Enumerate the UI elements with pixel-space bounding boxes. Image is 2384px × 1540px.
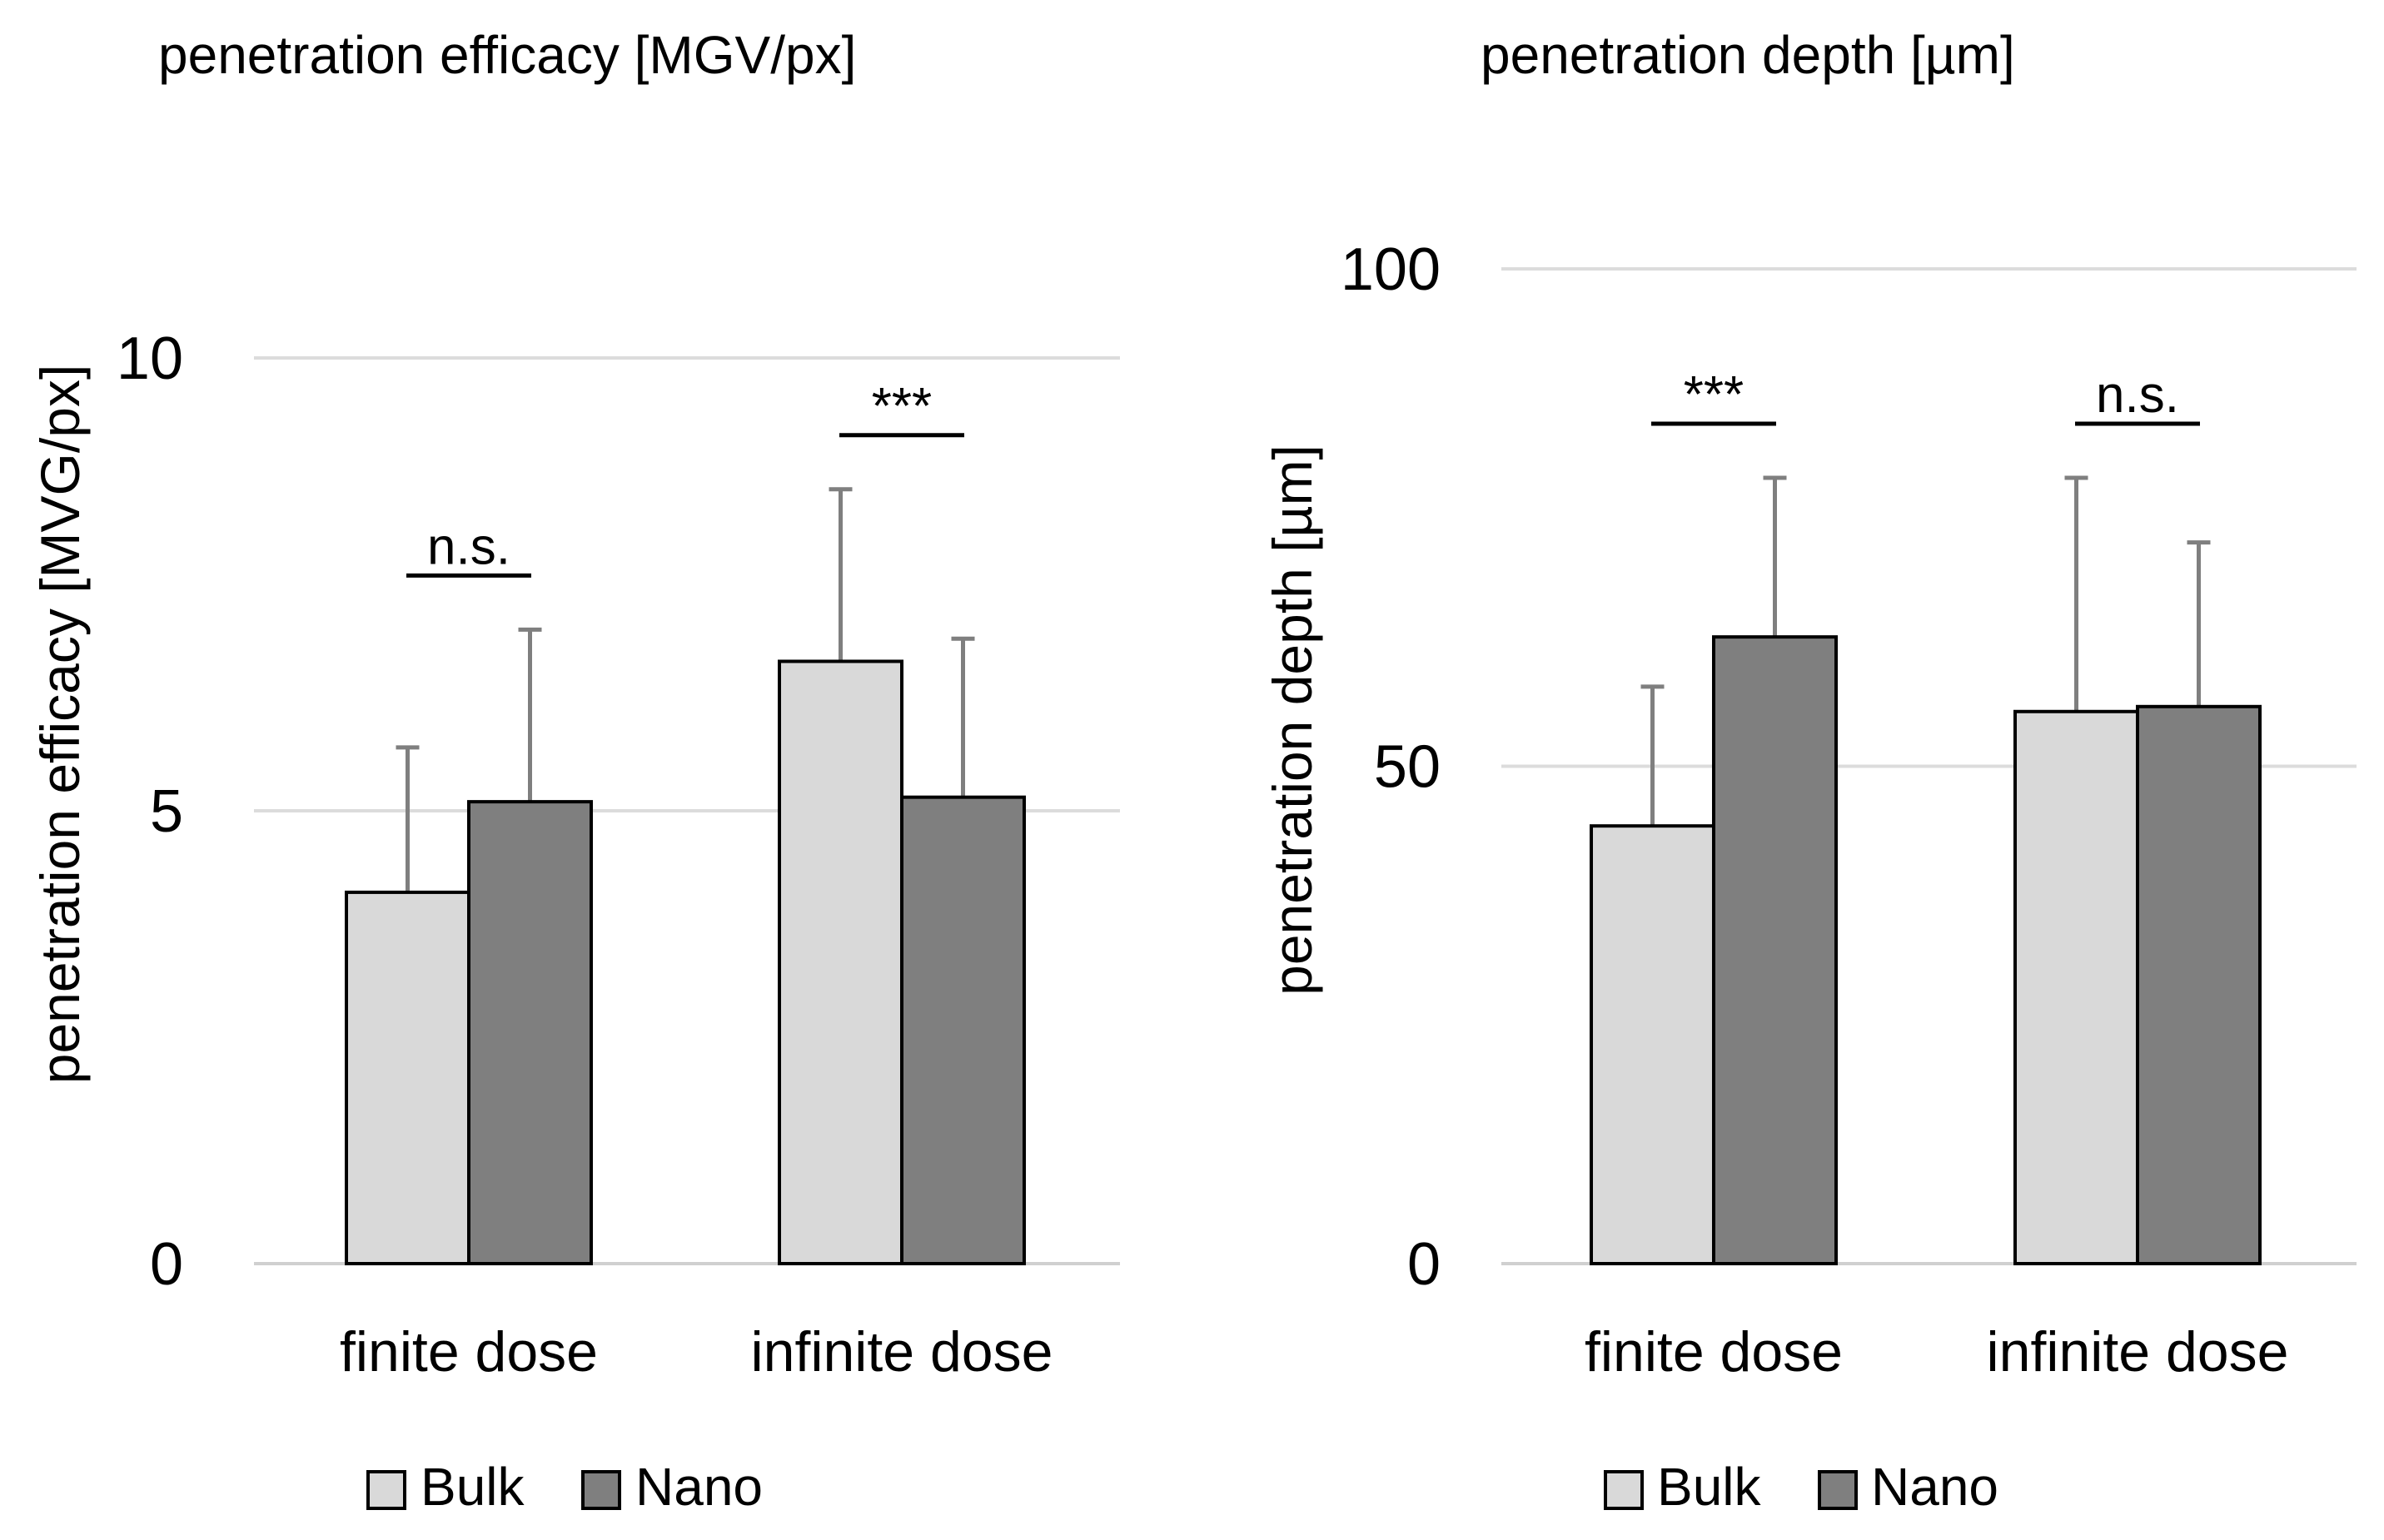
chart-title: penetration depth [µm] [1481,25,2015,85]
y-tick-label: 50 [1374,734,1441,801]
chart-penetration-depth: penetration depth [µm] penetration depth… [1262,25,2357,1517]
legend-label-bulk: Bulk [1657,1457,1762,1517]
y-tick-label: 0 [1407,1231,1441,1298]
legend-swatch-bulk [1604,1470,1644,1510]
legend-swatch-bulk [366,1470,406,1510]
y-tick-label: 100 [1341,236,1441,303]
y-axis-label: penetration depth [µm] [1262,445,1323,996]
x-tick-label: finite dose [340,1320,598,1384]
y-tick-label: 0 [150,1231,183,1298]
legend: Bulk Nano [1604,1457,1998,1517]
y-axis-label: penetration efficacy [MVG/px] [29,365,91,1085]
chart-penetration-efficacy: penetration efficacy [MGV/px] penetratio… [29,25,1120,1517]
legend: Bulk Nano [366,1457,763,1517]
y-tick-label: 10 [117,325,183,392]
significance-label: n.s. [2096,366,2179,424]
bar-bulk [1590,824,1715,1265]
bar-bulk [778,659,903,1265]
bar-nano [467,800,593,1265]
bar-bulk [2013,709,2139,1265]
legend-label-nano: Nano [1871,1457,1998,1517]
legend-label-bulk: Bulk [421,1457,525,1517]
y-tick-label: 5 [150,778,183,845]
chart-title: penetration efficacy [MGV/px] [158,25,856,85]
legend-label-nano: Nano [635,1457,763,1517]
x-tick-label: infinite dose [1987,1320,2289,1384]
x-tick-label: infinite dose [751,1320,1053,1384]
plot-area: 0 5 10 finite dose infinite dose n.s. *** [117,325,1120,1384]
bar-bulk [345,890,470,1266]
significance-label: *** [1684,366,1744,424]
legend-swatch-nano [581,1470,621,1510]
legend-swatch-nano [1818,1470,1858,1510]
significance-label: n.s. [427,518,510,575]
bar-nano [1712,635,1838,1265]
x-tick-label: finite dose [1585,1320,1843,1384]
bar-nano [900,795,1026,1265]
bar-nano [2136,704,2262,1265]
plot-area: 0 50 100 finite dose infinite dose *** n.s. [1341,236,2357,1384]
significance-label: *** [872,378,932,435]
